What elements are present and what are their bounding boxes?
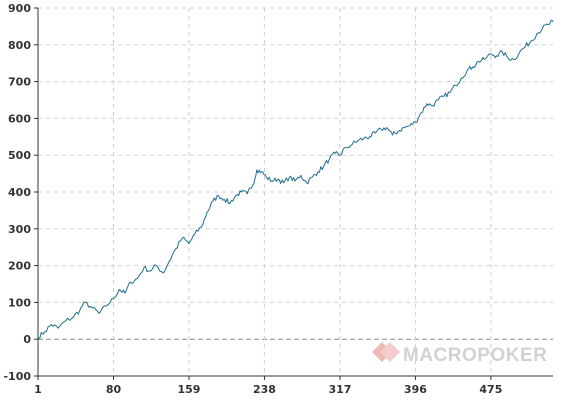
watermark-text: MACROPOKER [403,345,547,366]
diamond-logo-icon [372,342,400,362]
x-tick-label: 475 [479,383,502,396]
y-tick-label: -100 [3,370,31,383]
watermark: MACROPOKER [372,342,547,366]
y-tick-label: 500 [8,149,31,162]
grid-lines [38,7,553,377]
y-tick-label: 300 [8,223,31,236]
y-tick-label: 100 [8,296,31,309]
x-tick-label: 159 [177,383,200,396]
y-tick-label: 200 [8,260,31,273]
series-layer [37,19,554,340]
y-tick-label: 600 [8,112,31,125]
series-line [37,19,554,340]
y-tick-label: 800 [8,39,31,52]
x-tick-label: 1 [34,383,42,396]
x-tick-label: 80 [106,383,122,396]
x-tick-label: 238 [253,383,276,396]
y-tick-label: 400 [8,186,31,199]
y-tick-label: 0 [23,333,31,346]
y-tick-label: 900 [8,2,31,15]
y-tick-label: 700 [8,76,31,89]
x-tick-label: 317 [328,383,351,396]
axes [34,7,553,380]
x-tick-label: 396 [404,383,427,396]
